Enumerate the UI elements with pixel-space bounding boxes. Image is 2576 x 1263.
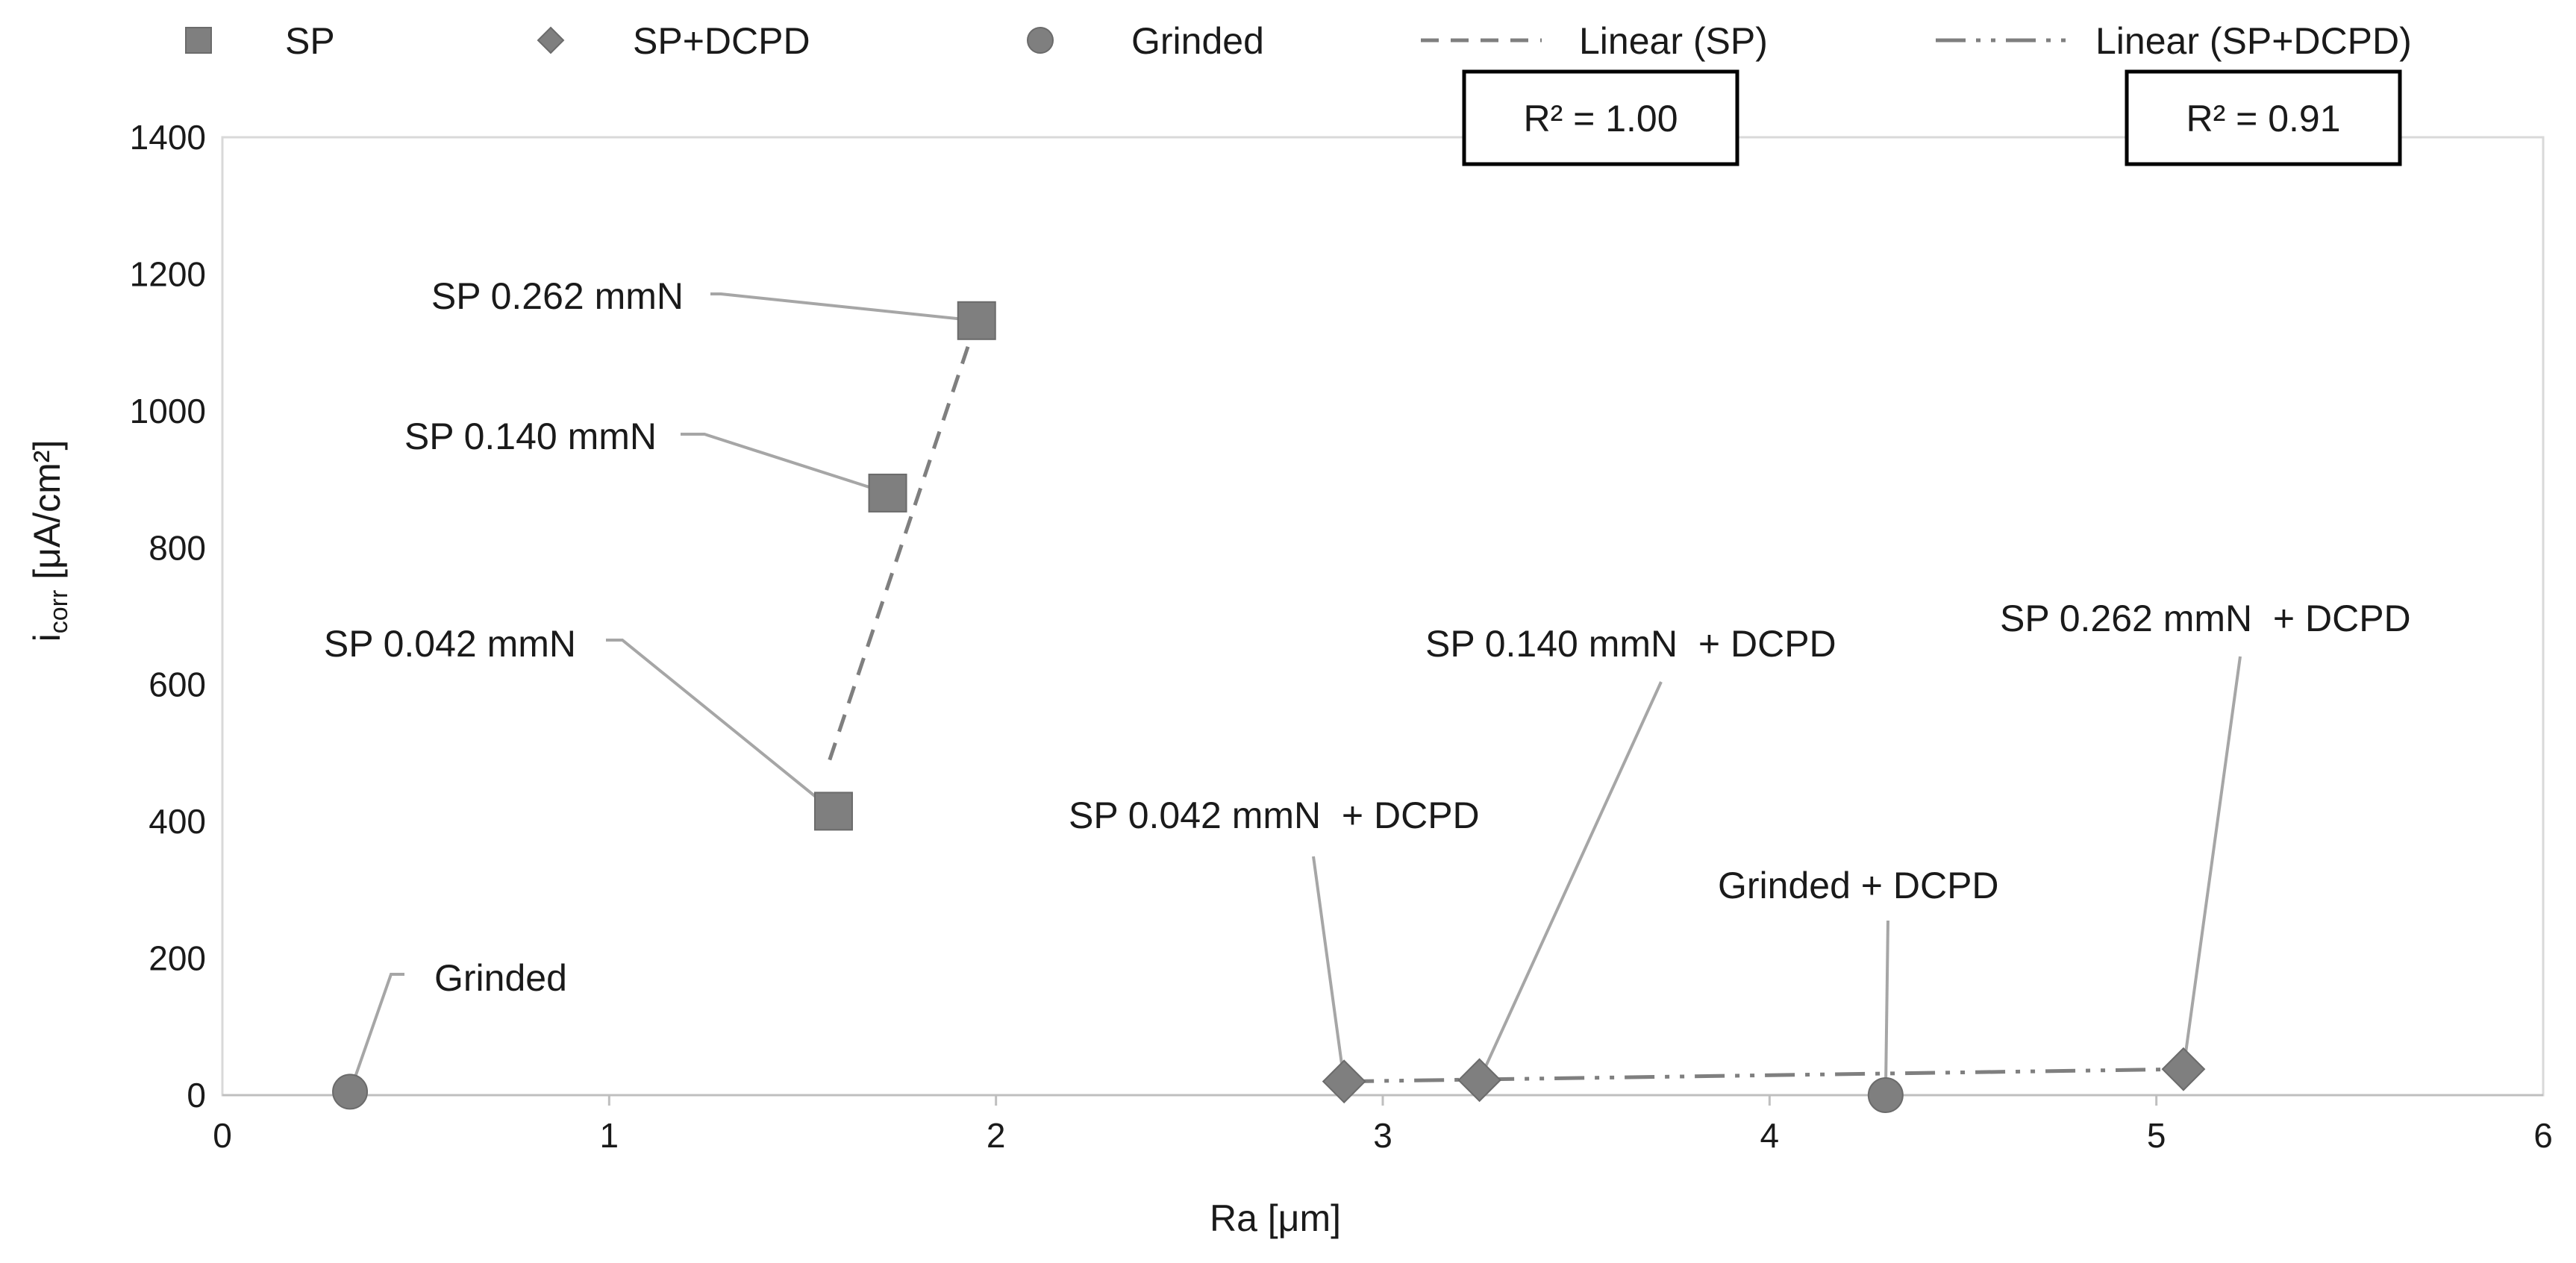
y-tick-label: 1200	[130, 254, 206, 293]
data-label: SP 0.140 mmN + DCPD	[1425, 623, 1836, 665]
r2-box	[2125, 69, 2402, 166]
grinded-point	[1867, 1077, 1904, 1113]
data-markers	[332, 301, 2206, 1113]
sp-dcpd-point	[1322, 1059, 1366, 1104]
x-tick-label: 1	[600, 1116, 619, 1155]
sp-dcpd-point	[1457, 1058, 1501, 1103]
data-label: SP 0.042 mmN	[324, 623, 576, 665]
leader-line	[1883, 920, 1889, 1096]
r2-label: R² = 1.00	[1523, 98, 1678, 140]
data-label: SP 0.262 mmN + DCPD	[2000, 598, 2411, 639]
y-tick-label: 1400	[130, 118, 206, 157]
x-tick-label: 5	[2147, 1116, 2166, 1155]
sp-dcpd-point	[2161, 1047, 2206, 1091]
sp-point	[868, 473, 907, 513]
x-tick-label: 3	[1373, 1116, 1392, 1155]
y-tick-label: 600	[149, 665, 206, 704]
y-axis-title-main: i	[26, 633, 68, 642]
y-axis-title-subscript: corr	[45, 590, 73, 634]
sp-point	[957, 301, 996, 340]
y-axis-title: icorr [μA/cm²]	[26, 440, 73, 642]
legend-spdcpd-label: SP+DCPD	[633, 20, 810, 62]
y-axis-ticks: 0 200 400 600 800 1000 1200 1400	[130, 118, 206, 1115]
leader-line	[1312, 856, 1346, 1082]
data-label: Grinded	[434, 957, 567, 999]
x-tick-label: 0	[213, 1116, 232, 1155]
y-tick-label: 800	[149, 528, 206, 567]
r2-label: R² = 0.91	[2186, 98, 2340, 140]
data-label: Grinded + DCPD	[1718, 865, 1999, 906]
y-tick-label: 400	[149, 802, 206, 841]
sp-point	[813, 792, 853, 831]
data-label: SP 0.262 mmN	[431, 275, 684, 317]
legend-lin_spdcpd-label: Linear (SP+DCPD)	[2095, 20, 2412, 62]
leader-lines	[348, 292, 2242, 1096]
y-tick-label: 200	[149, 939, 206, 978]
legend-grinded-label: Grinded	[1131, 20, 1264, 62]
legend: SP SP+DCPD Grinded Linear (SP) Linear (SP+DC…	[185, 20, 2412, 62]
data-labels: SP 0.042 mmN SP 0.140 mmN SP 0.262 mmN SP 0…	[324, 275, 2411, 999]
leader-line	[606, 639, 835, 812]
x-tick-label: 6	[2533, 1116, 2553, 1155]
y-axis-title-unit: [μA/cm²]	[26, 440, 68, 590]
y-tick-label: 0	[187, 1076, 206, 1115]
y-tick-label: 1000	[130, 392, 206, 430]
legend-spdcpd-marker	[537, 26, 565, 54]
legend-grinded-marker	[1027, 27, 1054, 54]
grinded-point	[332, 1074, 369, 1110]
x-axis-ticks: 0 1 2 3 4 5 6	[213, 1095, 2553, 1155]
r2-box	[1462, 69, 1739, 166]
leader-line	[348, 973, 404, 1093]
legend-sp-marker	[185, 27, 212, 54]
leader-line	[710, 292, 977, 322]
data-label: SP 0.140 mmN	[404, 416, 657, 457]
leader-line	[1478, 681, 1663, 1081]
trendline-sp	[828, 320, 979, 761]
data-label: SP 0.042 mmN + DCPD	[1069, 795, 1480, 836]
leader-line	[2181, 656, 2242, 1070]
x-tick-label: 2	[987, 1116, 1006, 1155]
legend-lin_sp-label: Linear (SP)	[1579, 20, 1768, 62]
leader-line	[681, 433, 889, 495]
trendlines	[828, 320, 2183, 1084]
x-axis-title: Ra [μm]	[1210, 1197, 1341, 1239]
r-squared-boxes: R² = 1.00 R² = 0.91	[1462, 69, 2402, 166]
legend-sp-label: SP	[285, 20, 335, 62]
x-tick-label: 4	[1760, 1116, 1780, 1155]
